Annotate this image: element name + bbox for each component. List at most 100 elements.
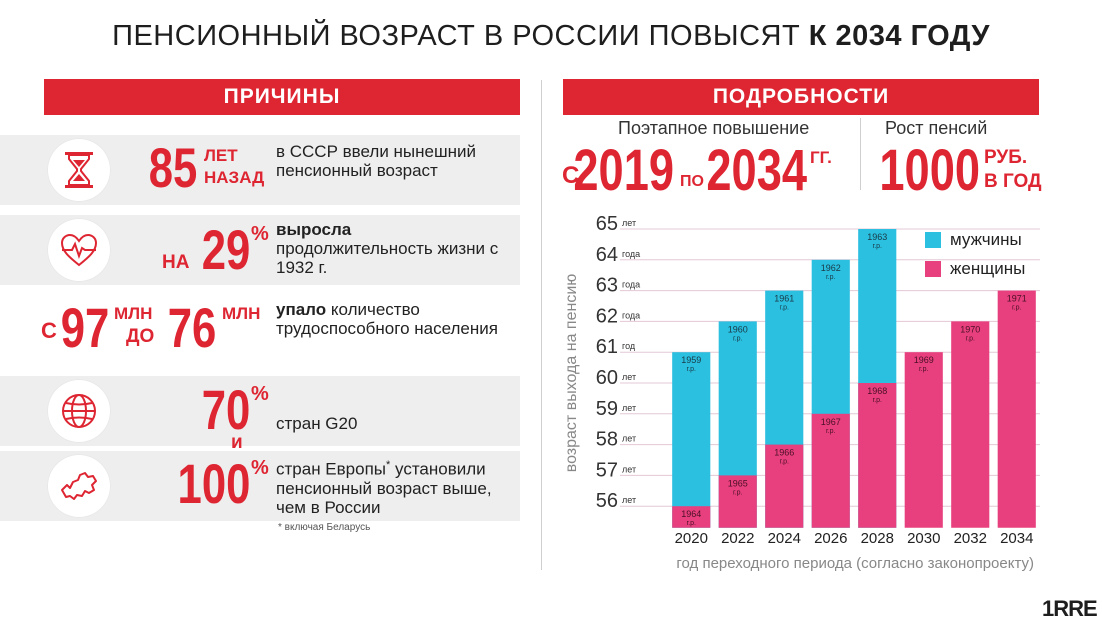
years-abbrev: ГГ. [810,148,832,167]
row4-desc: стран G20 [276,414,358,433]
rub-label: РУБ. [984,147,1028,168]
x-tick-2032: 2032 [954,530,987,547]
label-women-2024: 1966 [774,448,794,458]
logo: 1RRE [1042,596,1098,621]
europe-map-icon [47,454,111,518]
y-tick-unit-63: года [622,280,640,290]
y-tick-unit-65: лет [622,218,636,228]
title-part1: ПЕНСИОННЫЙ ВОЗРАСТ В РОССИИ ПОВЫСЯТ [112,20,809,52]
x-tick-2020: 2020 [675,530,708,547]
row3-desc-bold: упало [276,300,327,319]
from-label: С [562,162,580,189]
label-women-unit-2022: г.р. [733,489,743,496]
label-men-unit-2020: г.р. [687,366,697,373]
row5-desc-b: установили пенсионный возраст выше, чем … [276,459,492,517]
label-men-unit-2022: г.р. [733,335,743,342]
gradual-raise-label: Поэтапное повышение [618,118,810,138]
column-divider [541,80,542,570]
y-tick-unit-62: года [622,310,640,320]
y-tick-unit-57: лет [622,464,636,474]
row1-unit1: ЛЕТ [204,146,238,165]
y-tick-64: 64 [596,244,618,266]
label-women-unit-2020: г.р. [687,520,697,527]
bar-women-2030 [904,352,943,528]
hourglass-icon [47,138,111,202]
title-part2: К 2034 ГОДУ [808,20,990,52]
label-women-2022: 1965 [728,478,748,488]
footnote: * включая Беларусь [278,522,371,533]
bar-women-2024 [765,444,804,528]
row3-from-c: С [41,318,57,343]
y-tick-61: 61 [596,336,618,358]
label-men-2022: 1960 [728,324,748,334]
row5-number: 100 [177,452,250,515]
label-women-2030: 1969 [914,355,934,365]
bar-women-2020 [672,506,711,528]
y-tick-63: 63 [596,275,618,297]
row4-unit: % [251,383,269,405]
row2-desc: выросла продолжительность жизни с 1932 г. [276,220,506,277]
label-men-2020: 1959 [681,355,701,365]
row1-unit2: НАЗАД [204,168,265,187]
label-women-unit-2028: г.р. [873,397,883,404]
page-title: ПЕНСИОННЫЙ ВОЗРАСТ В РОССИИ ПОВЫСЯТ К 20… [0,20,1102,53]
row5-unit: % [251,457,269,479]
to-label: ПО [680,173,704,190]
y-tick-57: 57 [596,459,618,481]
y-tick-56: 56 [596,490,618,512]
heart-pulse-icon [47,218,111,282]
row3-to-unit: МЛН [222,304,261,323]
row2-unit: % [251,223,269,245]
legend-women-label: женщины [950,259,1026,278]
row3-desc-text: количество трудоспособного населения [276,300,498,338]
x-tick-2034: 2034 [1000,530,1033,547]
y-tick-59: 59 [596,398,618,420]
reasons-banner: ПРИЧИНЫ [44,79,520,115]
x-tick-2028: 2028 [861,530,894,547]
y-tick-unit-64: года [622,249,640,259]
row2-number: 29 [201,218,250,281]
row1-number: 85 [148,136,197,199]
legend-men-swatch [925,232,941,248]
label-men-unit-2028: г.р. [873,243,883,250]
label-women-2032: 1970 [960,324,980,334]
details-banner: ПОДРОБНОСТИ [563,79,1039,115]
x-tick-2030: 2030 [907,530,940,547]
y-tick-unit-56: лет [622,495,636,505]
row4-number: 70 [201,378,250,441]
row5-star: * [386,459,391,471]
row3-to-number: 76 [167,296,216,359]
row2-desc-bold: выросла [276,220,352,239]
bar-women-2032 [951,321,990,528]
pension-growth-label: Рост пенсий [885,118,988,138]
year-from: 2019 [573,138,674,203]
y-tick-unit-60: лет [622,372,636,382]
row3-to: ДО [126,326,155,347]
row2-prefix: НА [162,252,190,273]
row1-desc: в СССР ввели нынешний пенсионный возраст [276,142,477,180]
row3-from-number: 97 [60,296,109,359]
y-axis-label: возраст выхода на пенсию [563,274,580,473]
x-tick-2022: 2022 [721,530,754,547]
y-tick-62: 62 [596,305,618,327]
globe-icon [47,379,111,443]
label-men-unit-2024: г.р. [780,305,790,312]
label-men-2028: 1963 [867,232,887,242]
y-tick-unit-61: год [622,341,636,351]
label-women-unit-2032: г.р. [966,335,976,342]
label-men-unit-2026: г.р. [826,274,836,281]
y-tick-unit-58: лет [622,434,636,444]
retirement-age-chart: 1959г.р.1964г.р.1960г.р.1965г.р.1961г.р.… [563,215,1040,572]
label-women-2020: 1964 [681,509,701,519]
legend-men-label: мужчины [950,230,1022,249]
label-women-2034: 1971 [1007,294,1027,304]
y-tick-58: 58 [596,429,618,451]
bar-women-2034 [997,290,1036,528]
bar-men-2020 [672,352,711,528]
and-label: и [231,432,243,453]
label-women-unit-2030: г.р. [919,366,929,373]
x-axis-label: год переходного периода (согласно законо… [676,555,1034,572]
bar-women-2028 [858,383,897,528]
per-year-label: В ГОД [984,171,1042,192]
row5-desc-a: стран Европы [276,459,387,479]
